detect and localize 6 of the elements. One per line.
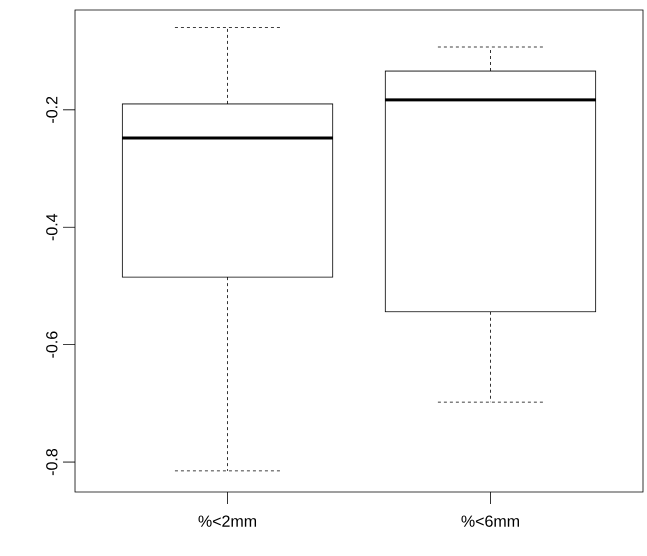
x-tick-label: %<2mm — [198, 516, 256, 527]
y-tick-label: -0.4 — [46, 214, 58, 240]
y-tick-label: -0.8 — [46, 448, 58, 476]
y-tick-label: -0.2 — [46, 96, 58, 123]
x-tick-label: %<6mm — [461, 516, 519, 527]
y-tick-label: -0.6 — [46, 332, 58, 358]
